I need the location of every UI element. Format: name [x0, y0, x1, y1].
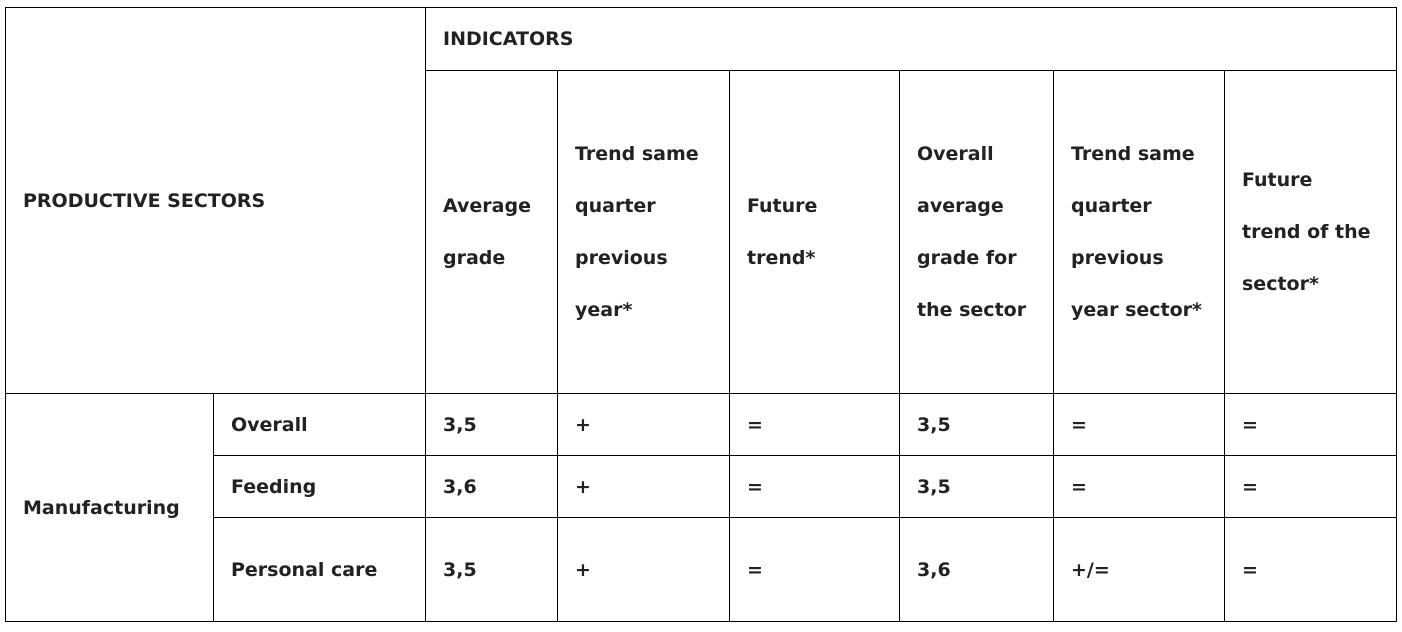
value-cell: = — [1223, 455, 1398, 518]
value-cell: 3,5 — [425, 393, 558, 456]
column-header: Average grade — [425, 70, 558, 394]
value-cell: 3,6 — [425, 455, 558, 518]
value-cell: = — [729, 517, 900, 622]
data-row: Personal care 3,5 + = 3,6 +/= = — [6, 517, 1398, 622]
value-cell: 3,5 — [899, 455, 1054, 518]
value-cell: + — [557, 393, 730, 456]
column-header: Future trend* — [729, 70, 900, 394]
value-cell: +/= — [1053, 517, 1225, 622]
data-row: Manufacturing Overall 3,5 + = 3,5 = = — [5, 393, 1398, 622]
column-header: Trend same quarter previous year sector* — [1053, 70, 1225, 394]
value-cell: = — [1223, 517, 1398, 622]
corner-header: PRODUCTIVE SECTORS — [5, 7, 426, 394]
subsector-label: Overall — [213, 393, 426, 456]
subsector-label: Feeding — [213, 455, 426, 518]
column-header: Overall average grade for the sector — [899, 70, 1054, 394]
value-cell: + — [557, 455, 730, 518]
value-cell: = — [729, 455, 900, 518]
indicators-table: PRODUCTIVE SECTORS INDICATORS Average gr… — [5, 7, 1398, 622]
value-cell: = — [1053, 455, 1225, 518]
sector-label: Manufacturing — [5, 393, 214, 622]
value-cell: + — [557, 517, 730, 622]
subsector-label: Personal care — [213, 517, 426, 622]
header-row: PRODUCTIVE SECTORS INDICATORS — [5, 7, 1398, 394]
value-cell: 3,5 — [425, 517, 558, 622]
data-row: Feeding 3,6 + = 3,5 = = — [6, 455, 1398, 518]
value-cell: = — [729, 393, 900, 456]
value-cell: 3,5 — [899, 393, 1054, 456]
value-cell: 3,6 — [899, 517, 1054, 622]
column-header-row: Average grade Trend same quarter previous… — [6, 70, 1398, 394]
group-header: INDICATORS — [424, 7, 1398, 71]
column-header: Trend same quarter previous year* — [557, 70, 730, 394]
value-cell: = — [1223, 393, 1398, 456]
value-cell: = — [1053, 393, 1225, 456]
column-header: Future trend of the sector* — [1223, 70, 1398, 394]
